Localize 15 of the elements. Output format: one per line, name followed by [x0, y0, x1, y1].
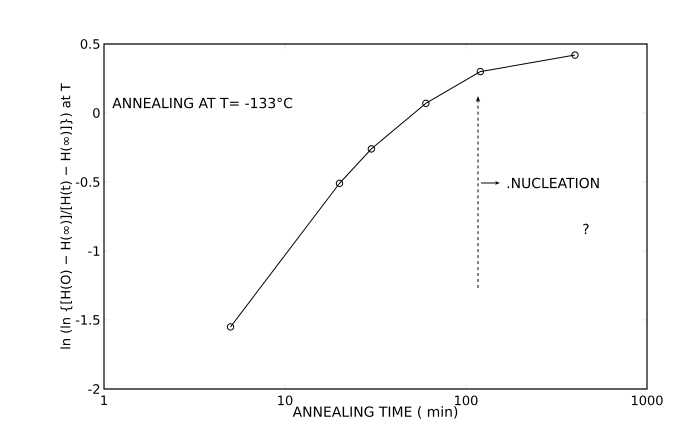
x-tick-label: 10 [278, 396, 292, 406]
y-axis-title: ln (ln {[H(O) − H(∞)]/[H(t) − H(∞)]}) at T [60, 83, 72, 349]
annotation: .NUCLEATION [508, 178, 599, 188]
y-tick-label: 0.5 [80, 39, 100, 49]
x-tick-label: 100 [455, 396, 478, 406]
y-tick-label: -0.5 [76, 177, 100, 187]
x-axis-title: ANNEALING TIME ( min) [292, 406, 458, 419]
y-tick-label: -2 [88, 384, 100, 394]
y-tick-label: -1.5 [76, 315, 100, 325]
annotation: ? [583, 224, 589, 234]
y-tick-label: 0 [93, 108, 100, 118]
y-tick-label: -1 [88, 246, 100, 256]
x-tick-label: 1000 [632, 396, 663, 406]
x-tick-label: 1 [101, 396, 107, 405]
annotation: ANNEALING AT T= -133°C [112, 98, 292, 108]
